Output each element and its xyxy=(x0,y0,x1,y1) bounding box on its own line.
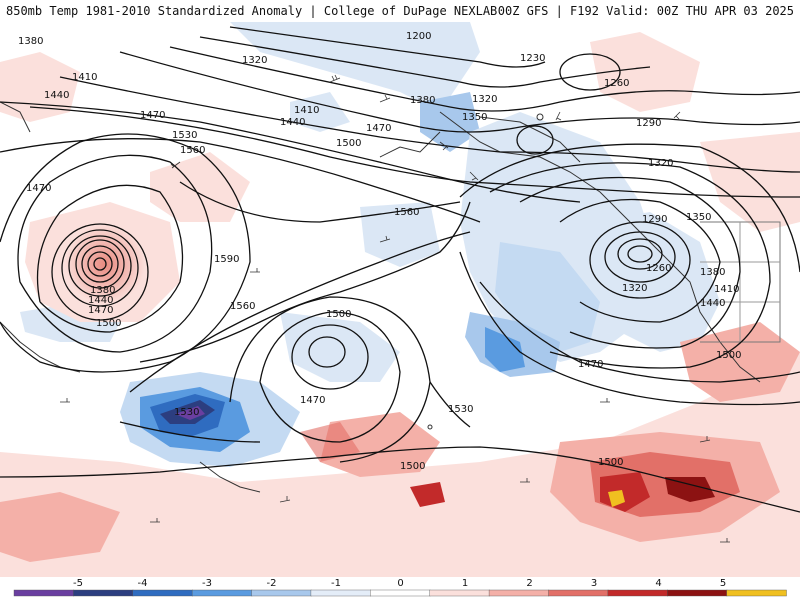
label-1350-ak: 1350 xyxy=(462,112,487,123)
colorbar-tick: -2 xyxy=(267,578,277,589)
colorbar-swatch xyxy=(191,589,253,597)
colorbar-swatch xyxy=(488,589,550,597)
label-1470-nw: 1470 xyxy=(140,110,165,121)
label-1290-e: 1290 xyxy=(642,214,667,225)
height-contours xyxy=(0,26,800,513)
colorbar-swatch xyxy=(310,589,372,597)
label-1440-wlow: 1440 xyxy=(88,295,113,306)
label-1560-sw: 1560 xyxy=(230,301,255,312)
map-title: 850mb Temp 1981-2010 Standardized Anomal… xyxy=(6,4,498,18)
label-1230: 1230 xyxy=(520,53,545,64)
colorbar-tick-labels: -5 -4 -3 -2 -1 0 1 2 3 4 5 xyxy=(73,578,726,589)
label-1380-e: 1380 xyxy=(700,267,725,278)
colorbar-swatch xyxy=(251,589,312,597)
label-1590: 1590 xyxy=(214,254,239,265)
colorbar-swatch xyxy=(429,589,490,597)
model-run-label: 00Z GFS | F192 Valid: 00Z THU APR 03 202… xyxy=(497,4,794,18)
label-1500-mid: 1500 xyxy=(336,138,361,149)
label-1410-e: 1410 xyxy=(714,284,739,295)
label-1200: 1200 xyxy=(406,31,431,42)
colorbar-tick: 2 xyxy=(526,578,532,589)
header: 850mb Temp 1981-2010 Standardized Anomal… xyxy=(0,0,800,22)
colorbar-swatch xyxy=(548,589,609,597)
label-1500-e: 1500 xyxy=(716,350,741,361)
contour-labels: 1380 1410 1440 1470 1470 1530 1560 1320 … xyxy=(18,31,741,472)
anomaly-colorbar: -5 -4 -3 -2 -1 0 1 2 3 4 5 xyxy=(0,577,800,600)
colorbar-tick: 3 xyxy=(591,578,597,589)
label-1560-center: 1560 xyxy=(394,207,419,218)
anomaly-shading xyxy=(0,22,800,577)
label-1440-mid: 1440 xyxy=(280,117,305,128)
label-1530-sw: 1530 xyxy=(174,407,199,418)
label-1320-ne: 1320 xyxy=(648,158,673,169)
colorbar-tick: 5 xyxy=(720,578,726,589)
colorbar-tick: -1 xyxy=(331,578,341,589)
weather-map: 1380 1410 1440 1470 1470 1530 1560 1320 … xyxy=(0,22,800,577)
label-1320-top: 1320 xyxy=(242,55,267,66)
colorbar-swatch xyxy=(667,589,728,597)
label-1290-ne: 1290 xyxy=(636,118,661,129)
label-1440-e: 1440 xyxy=(700,298,725,309)
label-1260-ne: 1260 xyxy=(604,78,629,89)
colorbar-swatch xyxy=(370,589,431,597)
label-1470-mid: 1470 xyxy=(366,123,391,134)
label-1350-e: 1350 xyxy=(686,212,711,223)
label-1410-nw: 1410 xyxy=(72,72,97,83)
colorbar-swatch xyxy=(73,589,134,597)
colorbar-swatch xyxy=(13,589,75,597)
colorbar-tick: 1 xyxy=(462,578,468,589)
colorbar-swatches xyxy=(13,589,787,597)
colorbar-tick: -5 xyxy=(73,578,83,589)
colorbar-tick: 4 xyxy=(655,578,661,589)
label-1530-c: 1530 xyxy=(448,404,473,415)
label-1380-nw: 1380 xyxy=(18,36,43,47)
label-1470-e: 1470 xyxy=(578,359,603,370)
label-1410-mid: 1410 xyxy=(294,105,319,116)
label-1470-wlow: 1470 xyxy=(88,305,113,316)
label-1380-ak: 1380 xyxy=(410,95,435,106)
colorbar-tick: -4 xyxy=(138,578,148,589)
label-1500-s1: 1500 xyxy=(400,461,425,472)
label-1380-wlow: 1380 xyxy=(90,285,115,296)
colorbar-tick: -3 xyxy=(202,578,212,589)
label-1560-low: 1560 xyxy=(180,145,205,156)
label-1260-e: 1260 xyxy=(646,263,671,274)
colorbar-swatch xyxy=(726,589,787,597)
label-1440-nw: 1440 xyxy=(44,90,69,101)
label-1470-c: 1470 xyxy=(300,395,325,406)
wind-barbs xyxy=(60,74,730,543)
label-1320-e: 1320 xyxy=(622,283,647,294)
label-1500-s2: 1500 xyxy=(598,457,623,468)
label-1500-c: 1500 xyxy=(326,309,351,320)
colorbar-swatch xyxy=(607,589,668,597)
colorbar-swatch xyxy=(132,589,193,597)
label-1470-w: 1470 xyxy=(26,183,51,194)
label-1320-ak: 1320 xyxy=(472,94,497,105)
label-1530-low: 1530 xyxy=(172,130,197,141)
label-1500-wlow: 1500 xyxy=(96,318,121,329)
colorbar-tick: 0 xyxy=(397,578,403,589)
